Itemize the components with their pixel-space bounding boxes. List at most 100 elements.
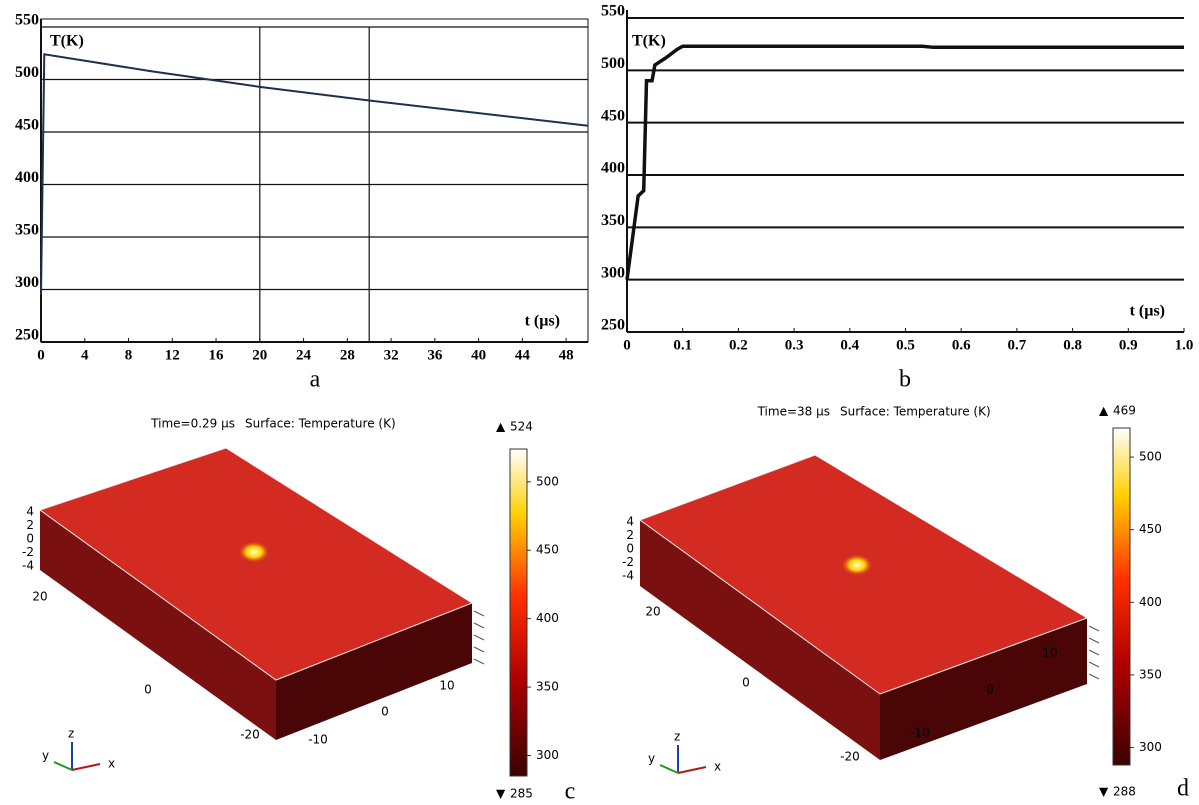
x-tick-label: 28 bbox=[340, 347, 355, 363]
max-marker: ▲ bbox=[1099, 404, 1109, 418]
axis-tick bbox=[1088, 661, 1100, 668]
colorbar bbox=[509, 448, 528, 777]
y-tick-label: 350 bbox=[601, 212, 625, 229]
axis-tick bbox=[473, 634, 485, 641]
x-tick-label: 0 bbox=[986, 683, 994, 697]
x-tick-label: 0.9 bbox=[1119, 337, 1138, 353]
y-tick-label: 400 bbox=[15, 169, 39, 186]
x-tick-label: 0.6 bbox=[952, 337, 971, 353]
x-tick-label: 32 bbox=[384, 347, 399, 363]
y-tick-label: 300 bbox=[601, 264, 625, 281]
axis-glyph-label: y bbox=[42, 749, 49, 763]
colorbar-tick-label: 300 bbox=[1139, 740, 1162, 754]
box-right-face bbox=[880, 618, 1087, 760]
x-tick-label: 0.1 bbox=[673, 337, 692, 353]
y-tick-label: 450 bbox=[15, 117, 39, 134]
y-tick-label: 500 bbox=[15, 64, 39, 81]
plot-title: Time=0.29 µs bbox=[150, 417, 235, 431]
y-tick-label: 400 bbox=[601, 160, 625, 177]
x-tick-label: 0.4 bbox=[840, 337, 859, 353]
min-marker: ▼ bbox=[1099, 785, 1109, 799]
box-right-face bbox=[276, 603, 472, 740]
colorbar-tick-label: 400 bbox=[1139, 595, 1162, 609]
data-line bbox=[625, 44, 1184, 280]
panel-label: a bbox=[310, 367, 321, 393]
y-tick-label: 250 bbox=[15, 327, 39, 344]
x-tick-label: 0.7 bbox=[1008, 337, 1027, 353]
y-tick-label: 550 bbox=[15, 12, 39, 29]
x-tick-label: 10 bbox=[1042, 646, 1057, 660]
colorbar bbox=[1112, 427, 1131, 766]
panel-label: d bbox=[1177, 776, 1189, 802]
x-tick-label: 12 bbox=[165, 347, 180, 363]
x-tick-label: 10 bbox=[439, 679, 454, 693]
x-tick-label: 0 bbox=[37, 347, 45, 363]
colorbar-tick-label: 500 bbox=[1139, 450, 1162, 464]
x-tick-label: 0 bbox=[623, 337, 631, 353]
z-tick-label: 4 bbox=[26, 505, 34, 519]
colorbar-tick-label: 450 bbox=[1139, 522, 1162, 536]
plot-frame bbox=[40, 18, 589, 343]
box-top-face bbox=[38, 447, 474, 681]
axis-glyph-label: x bbox=[108, 757, 115, 771]
x-tick-label: 0.3 bbox=[785, 337, 804, 353]
y-tick-label: -20 bbox=[840, 750, 860, 764]
plot-title: Surface: Temperature (K) bbox=[245, 417, 396, 431]
colorbar-tick-label: 350 bbox=[1139, 667, 1162, 681]
x-tick-label: 16 bbox=[209, 347, 225, 363]
z-tick-label: 0 bbox=[26, 532, 34, 546]
surface-plot bbox=[38, 447, 485, 740]
y-tick-label: 250 bbox=[601, 317, 625, 334]
z-tick-label: -2 bbox=[22, 545, 34, 559]
axis-glyph-label: z bbox=[674, 730, 680, 744]
colorbar-tick-label: 450 bbox=[536, 543, 559, 557]
x-tick-label: -10 bbox=[910, 726, 930, 740]
y-axis-label: T(K) bbox=[50, 33, 84, 50]
x-axis-label: t (µs) bbox=[1130, 303, 1165, 320]
axis-tick bbox=[1088, 673, 1100, 680]
x-tick-label: -10 bbox=[308, 733, 328, 747]
y-axis-label: T(K) bbox=[632, 33, 666, 50]
y-tick-label: 300 bbox=[15, 274, 39, 291]
x-tick-label: 8 bbox=[125, 347, 133, 363]
y-tick-label: 0 bbox=[144, 683, 152, 697]
z-tick-label: 2 bbox=[626, 528, 634, 542]
panel-label: b bbox=[899, 367, 911, 393]
axis-tick bbox=[1088, 649, 1100, 656]
axis-tick bbox=[473, 658, 485, 665]
y-tick-label: 350 bbox=[15, 222, 39, 239]
box-left-face bbox=[40, 510, 276, 740]
x-tick-label: 40 bbox=[471, 347, 486, 363]
panel-label: c bbox=[565, 779, 576, 805]
x-tick-label: 48 bbox=[559, 347, 574, 363]
axis-glyph-y bbox=[659, 764, 679, 774]
colorbar-tick-label: 350 bbox=[536, 680, 559, 694]
z-tick-label: 2 bbox=[26, 518, 34, 532]
max-label: 469 bbox=[1113, 404, 1136, 418]
axis-tick bbox=[1088, 625, 1100, 632]
colorbar-tick-label: 300 bbox=[536, 748, 559, 762]
z-tick-label: -4 bbox=[622, 569, 634, 583]
axis-glyph-label: z bbox=[68, 727, 74, 741]
z-tick-label: -2 bbox=[622, 555, 634, 569]
min-label: 285 bbox=[510, 787, 533, 801]
y-tick-label: 550 bbox=[601, 3, 625, 20]
data-line bbox=[40, 53, 589, 295]
x-tick-label: 20 bbox=[252, 347, 267, 363]
axis-tick bbox=[1088, 637, 1100, 644]
x-tick-label: 0.2 bbox=[729, 337, 748, 353]
axis-glyph-y bbox=[53, 761, 73, 771]
x-tick-label: 36 bbox=[427, 347, 443, 363]
plot-title: Surface: Temperature (K) bbox=[840, 405, 991, 419]
z-tick-label: 4 bbox=[626, 515, 634, 529]
x-tick-label: 1.0 bbox=[1175, 337, 1194, 353]
min-marker: ▼ bbox=[496, 787, 506, 801]
max-label: 524 bbox=[510, 420, 533, 434]
y-tick-label: 500 bbox=[601, 55, 625, 72]
z-tick-label: -4 bbox=[22, 559, 34, 573]
y-tick-label: 450 bbox=[601, 107, 625, 124]
min-label: 288 bbox=[1113, 785, 1136, 799]
z-tick-label: 0 bbox=[626, 542, 634, 556]
colorbar-tick-label: 500 bbox=[536, 474, 559, 488]
